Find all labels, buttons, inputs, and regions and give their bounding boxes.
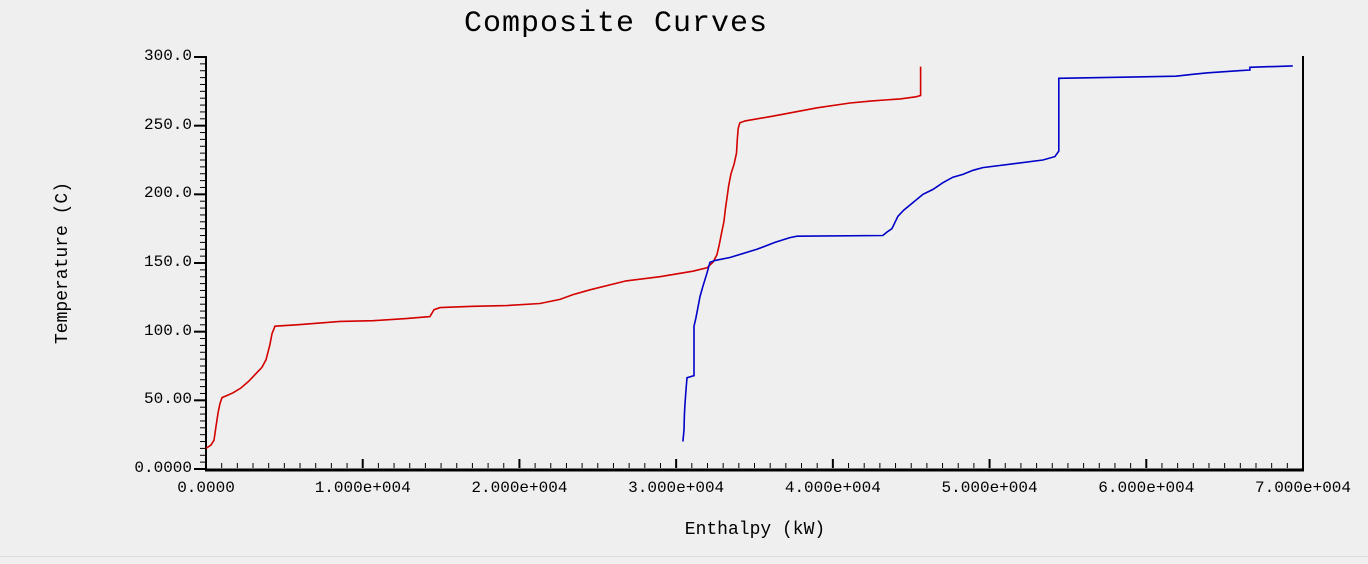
y-tick-label: 200.0 <box>143 184 192 203</box>
y-tick-label: 300.0 <box>143 47 192 65</box>
y-tick-label: 250.0 <box>143 115 192 134</box>
x-tick-label: 5.000e+004 <box>941 479 1038 497</box>
bottom-divider-line <box>0 556 1368 557</box>
y-tick-label: 150.0 <box>143 253 192 271</box>
x-tick-label: 7.000e+004 <box>1254 479 1352 497</box>
x-tick-label: 2.000e+004 <box>471 479 568 497</box>
cold-composite-curve <box>682 65 1293 442</box>
y-tick-label: 0.0000 <box>134 459 192 477</box>
hot-composite-curve <box>205 66 922 450</box>
chart-title: Composite Curves <box>463 7 769 41</box>
x-tick-label: 0.0000 <box>177 479 235 497</box>
x-tick-label: 3.000e+004 <box>628 479 725 497</box>
x-tick-label: 4.000e+004 <box>784 479 881 497</box>
x-axis-label: Enthalpy (kW) <box>684 520 826 540</box>
x-tick-label: 6.000e+004 <box>1098 479 1195 497</box>
y-tick-label: 100.0 <box>143 321 192 340</box>
y-tick-label: 50.00 <box>143 390 192 409</box>
x-tick-label: 1.000e+004 <box>314 479 411 497</box>
